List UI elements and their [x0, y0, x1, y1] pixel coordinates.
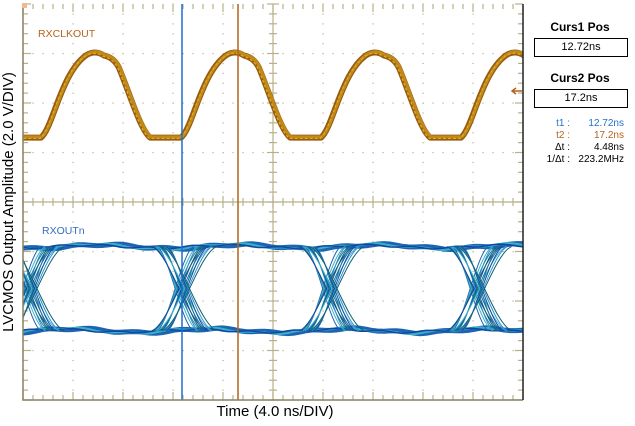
- measurement-value: 4.48ns: [593, 142, 624, 153]
- ground-reference-arrow-icon: [510, 87, 522, 95]
- measurement-key: t1 :: [556, 118, 570, 129]
- measurement-t2: t2 : 17.2ns: [530, 130, 630, 142]
- rxoutn-eye-trace: [23, 241, 523, 337]
- plot-frame: [22, 3, 524, 401]
- graticule: [22, 3, 524, 401]
- curs2-title: Curs2 Pos: [550, 71, 610, 85]
- rxoutn-label: RXOUTn: [42, 225, 85, 237]
- x-axis-label: Time (4.0 ns/DIV): [216, 403, 334, 420]
- curs1-title: Curs1 Pos: [550, 20, 610, 34]
- measurement-frequency: 1/Δt : 223.2MHz: [530, 154, 630, 166]
- y-axis-label: LVCMOS Output Amplitude (2.0 V/DIV): [0, 72, 17, 332]
- cursor-panel: Curs1 Pos 12.72ns Curs2 Pos 17.2ns t1 : …: [530, 20, 630, 166]
- measurement-key: t2 :: [556, 130, 570, 141]
- measurement-value: 12.72ns: [588, 118, 624, 129]
- rxclkout-trace: [23, 49, 523, 141]
- curs2-position-field[interactable]: 17.2ns: [534, 89, 628, 108]
- cursor-measurements: t1 : 12.72ns t2 : 17.2ns Δt : 4.48ns 1/Δ…: [530, 118, 630, 166]
- rxclkout-label: RXCLKOUT: [38, 28, 96, 40]
- measurement-key: Δt :: [554, 142, 570, 153]
- measurement-key: 1/Δt :: [546, 154, 570, 165]
- measurement-t1: t1 : 12.72ns: [530, 118, 630, 130]
- measurement-value: 17.2ns: [593, 130, 624, 141]
- curs1-position-field[interactable]: 12.72ns: [534, 38, 628, 57]
- measurement-delta-t: Δt : 4.48ns: [530, 142, 630, 154]
- measurement-value: 223.2MHz: [578, 154, 624, 165]
- time-cursors[interactable]: [181, 4, 239, 400]
